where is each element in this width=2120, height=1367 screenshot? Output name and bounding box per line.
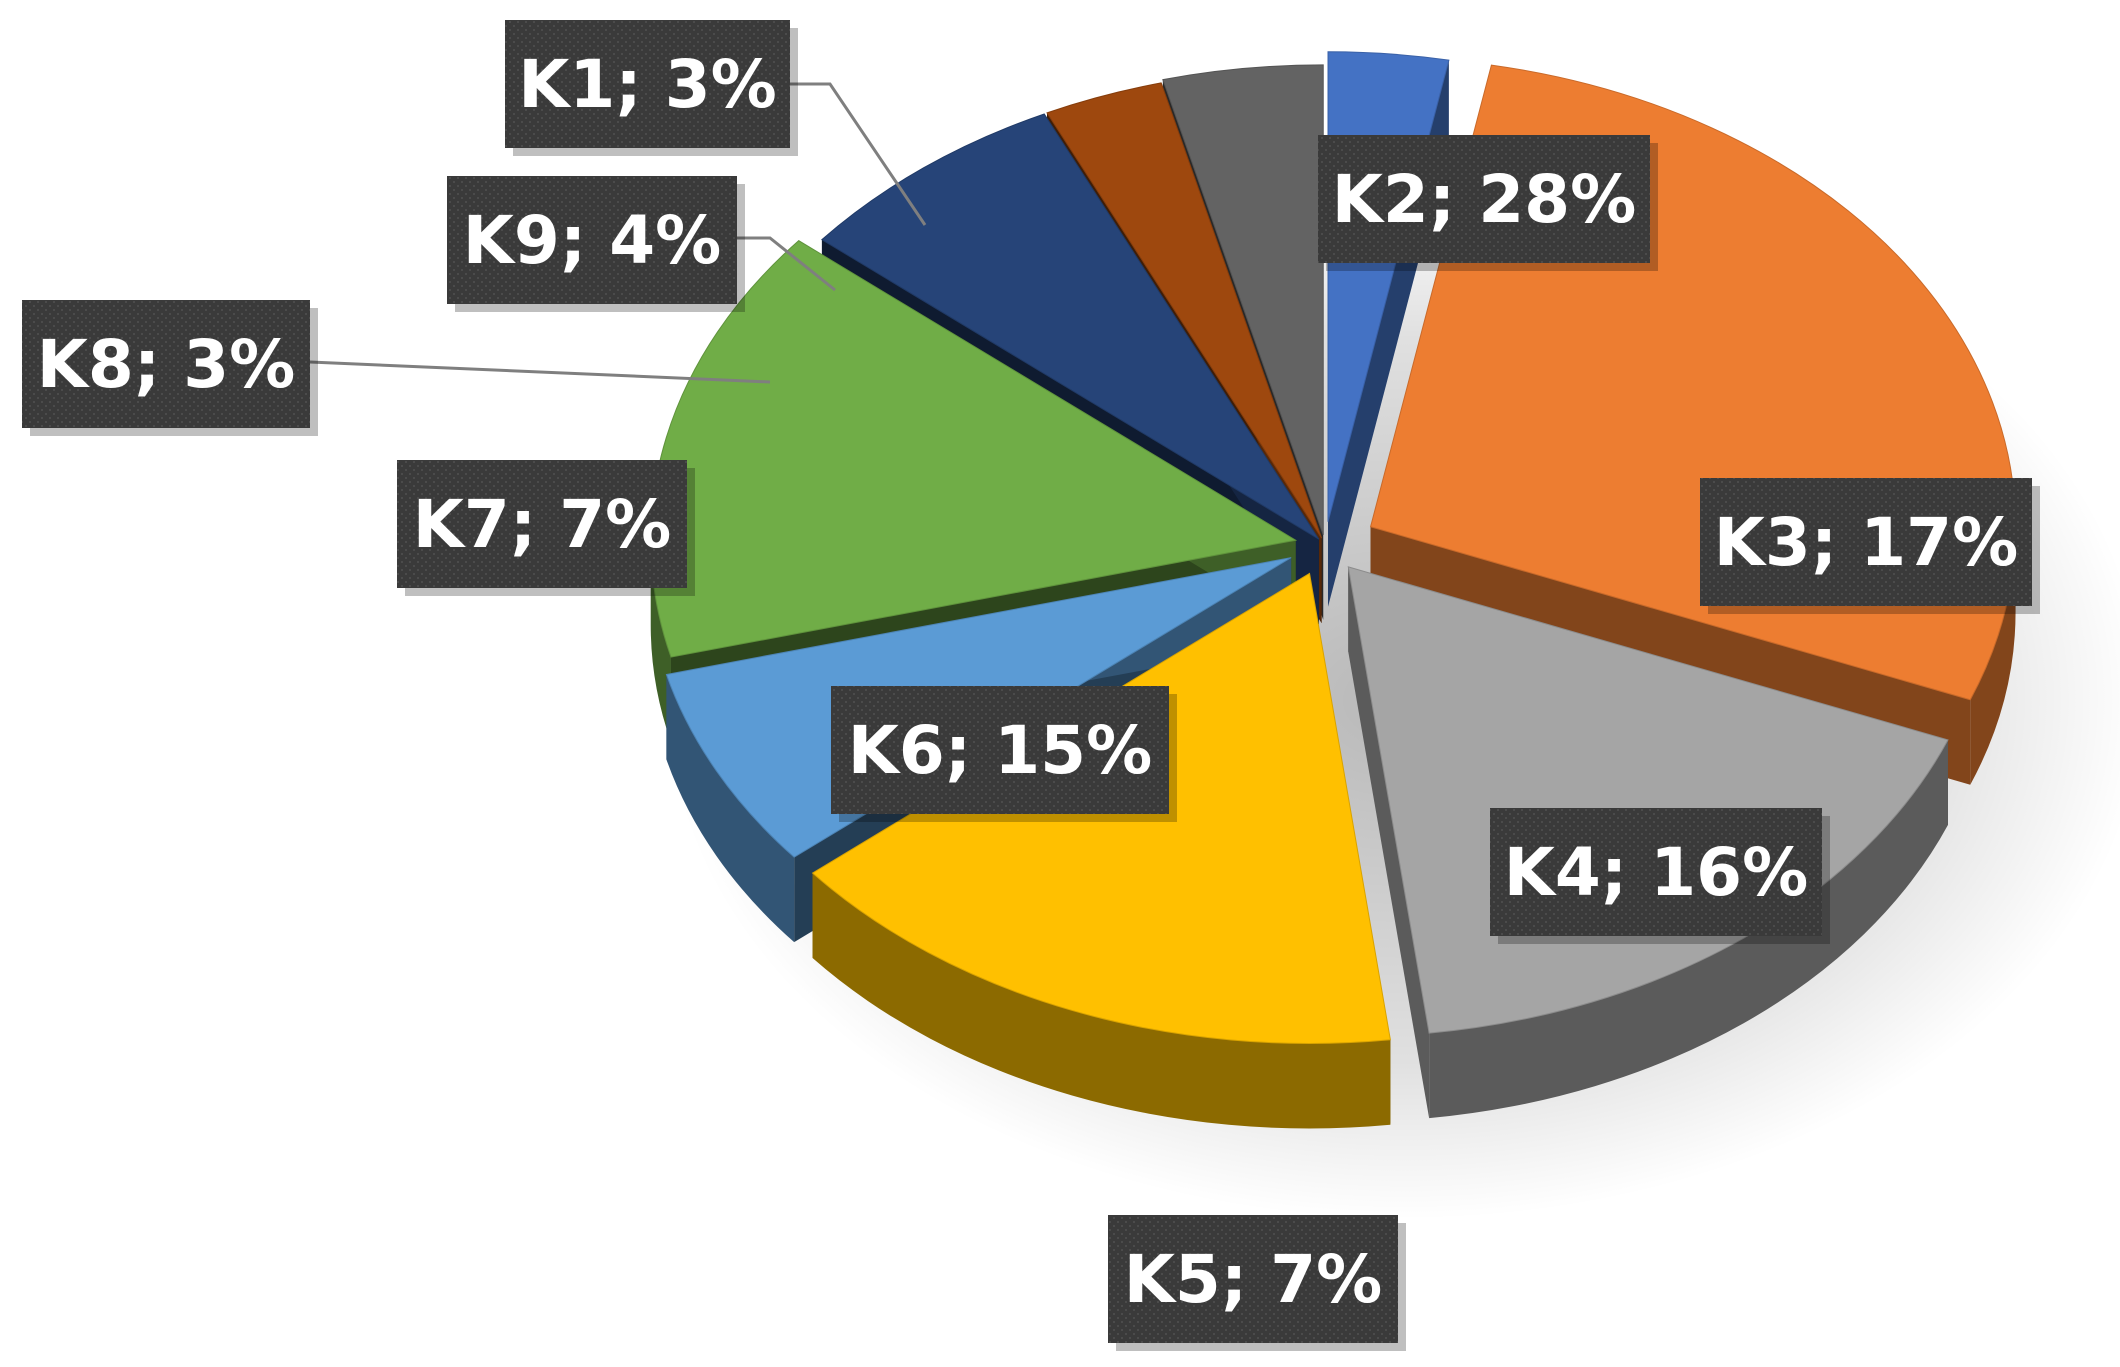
data-label-box bbox=[505, 20, 790, 148]
data-label-box bbox=[1108, 1215, 1398, 1343]
slice-rim-k6 bbox=[650, 540, 671, 743]
data-label-text-k7: K7; 7% bbox=[413, 486, 672, 563]
data-label-k7: K7; 7% bbox=[397, 460, 695, 596]
data-label-box bbox=[1318, 135, 1650, 263]
data-label-text-k6: K6; 15% bbox=[848, 712, 1152, 789]
data-label-text-k2: K2; 28% bbox=[1332, 161, 1636, 238]
leader-lines bbox=[309, 82, 927, 384]
leader-line-k8 bbox=[309, 360, 771, 384]
data-label-text-k5: K5; 7% bbox=[1124, 1241, 1383, 1318]
data-label-text-k1: K1; 3% bbox=[518, 46, 777, 123]
slice-k8 bbox=[1046, 82, 1323, 539]
slice-rim-k5 bbox=[666, 674, 795, 943]
data-label-text-k4: K4; 16% bbox=[1504, 834, 1808, 911]
slice-k6 bbox=[650, 240, 1298, 658]
data-label-text-k3: K3; 17% bbox=[1714, 504, 2018, 581]
data-label-k2: K2; 28% bbox=[1318, 135, 1658, 271]
data-label-k4: K4; 16% bbox=[1490, 808, 1830, 944]
data-label-box bbox=[1700, 478, 2032, 606]
data-label-k5: K5; 7% bbox=[1108, 1215, 1406, 1351]
data-label-box bbox=[1490, 808, 1822, 936]
data-label-k6: K6; 15% bbox=[831, 686, 1177, 822]
data-label-k9: K9; 4% bbox=[447, 176, 745, 312]
slice-rim-k3 bbox=[1429, 739, 1948, 1119]
leader-line-k1 bbox=[790, 82, 927, 226]
leader-line-k9 bbox=[737, 236, 836, 292]
data-labels: K1; 3% K2; 28% K3; 17% K4; 16% K5; 7% K6; 15%… bbox=[22, 20, 2040, 1351]
data-label-box bbox=[397, 460, 687, 588]
data-label-box bbox=[447, 176, 737, 304]
slice-k7 bbox=[821, 113, 1320, 540]
data-label-k1: K1; 3% bbox=[505, 20, 798, 156]
data-label-text-k9: K9; 4% bbox=[463, 202, 722, 279]
slice-k9 bbox=[1162, 64, 1324, 536]
data-label-k3: K3; 17% bbox=[1700, 478, 2040, 614]
data-label-k8: K8; 3% bbox=[22, 300, 318, 436]
slice-rim-k2 bbox=[1970, 526, 2016, 785]
slice-rim-k4 bbox=[812, 873, 1391, 1129]
data-label-box bbox=[831, 686, 1169, 814]
data-label-text-k8: K8; 3% bbox=[37, 326, 296, 403]
data-label-box bbox=[22, 300, 310, 428]
slice-wall-k3 bbox=[1348, 566, 1430, 1119]
